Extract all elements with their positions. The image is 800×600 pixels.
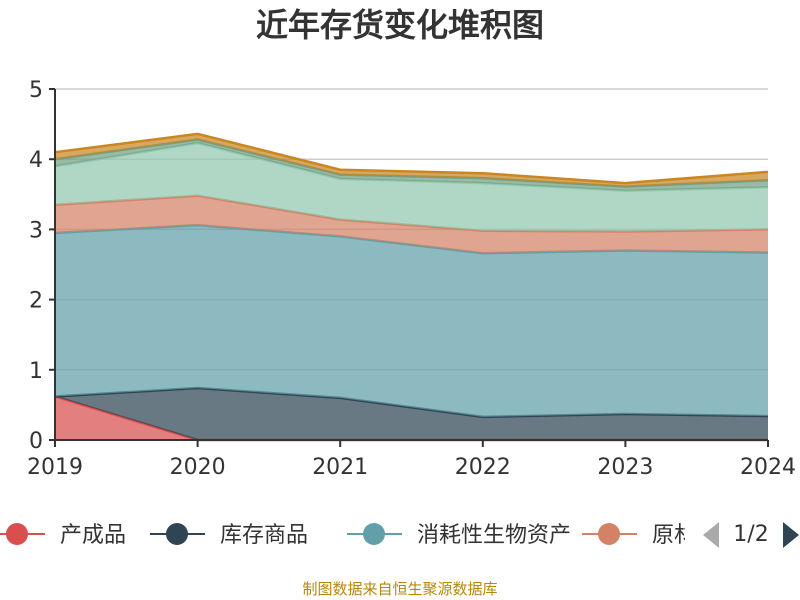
legend: 产成品 库存商品 消耗性生物资产 原材 [0,523,696,548]
stacked-areas [54,132,769,442]
legend-prev-icon[interactable] [703,522,719,548]
y-tick-label: 3 [29,218,43,243]
axes: 0 1 2 3 4 5 2019 2020 2021 2022 2023 2024 [27,78,796,480]
legend-label: 库存商品 [220,523,308,548]
legend-item[interactable]: 消耗性生物资产 [347,523,571,548]
chart-title: 近年存货变化堆积图 [256,6,544,44]
y-tick-label: 5 [29,78,43,103]
legend-item[interactable]: 库存商品 [150,523,308,548]
legend-item[interactable]: 产成品 [0,523,126,548]
legend-marker-icon [6,523,28,545]
line-series-6 [54,132,769,185]
area-series-1 [55,388,768,440]
x-tick-label: 2024 [740,455,796,480]
legend-marker-icon [598,523,620,545]
legend-marker-icon [166,523,188,545]
x-tick-label: 2023 [597,455,653,480]
y-tick-label: 4 [29,148,43,173]
area-series-5 [55,139,768,191]
area-series-6 [55,133,768,187]
area-series-0 [55,396,768,440]
x-tick-label: 2022 [455,455,511,480]
y-tick-label: 1 [29,359,43,384]
x-tick-label: 2020 [170,455,226,480]
legend-marker-icon [363,523,385,545]
area-series-2 [55,225,768,417]
legend-item[interactable]: 原材 [582,523,696,548]
y-tick-label: 2 [29,289,43,314]
y-tick-label: 0 [29,429,43,454]
x-tick-label: 2019 [27,455,83,480]
legend-page-label: 1/2 [733,522,768,547]
legend-label: 原材 [652,523,696,548]
x-tick-label: 2021 [312,455,368,480]
legend-label: 产成品 [60,523,126,548]
area-series-4 [55,143,768,232]
legend-next-icon[interactable] [783,522,799,548]
legend-label: 消耗性生物资产 [417,523,571,548]
data-source-note: 制图数据来自恒生聚源数据库 [302,580,497,598]
area-series-3 [55,195,768,254]
legend-pager: 1/2 [703,522,799,548]
